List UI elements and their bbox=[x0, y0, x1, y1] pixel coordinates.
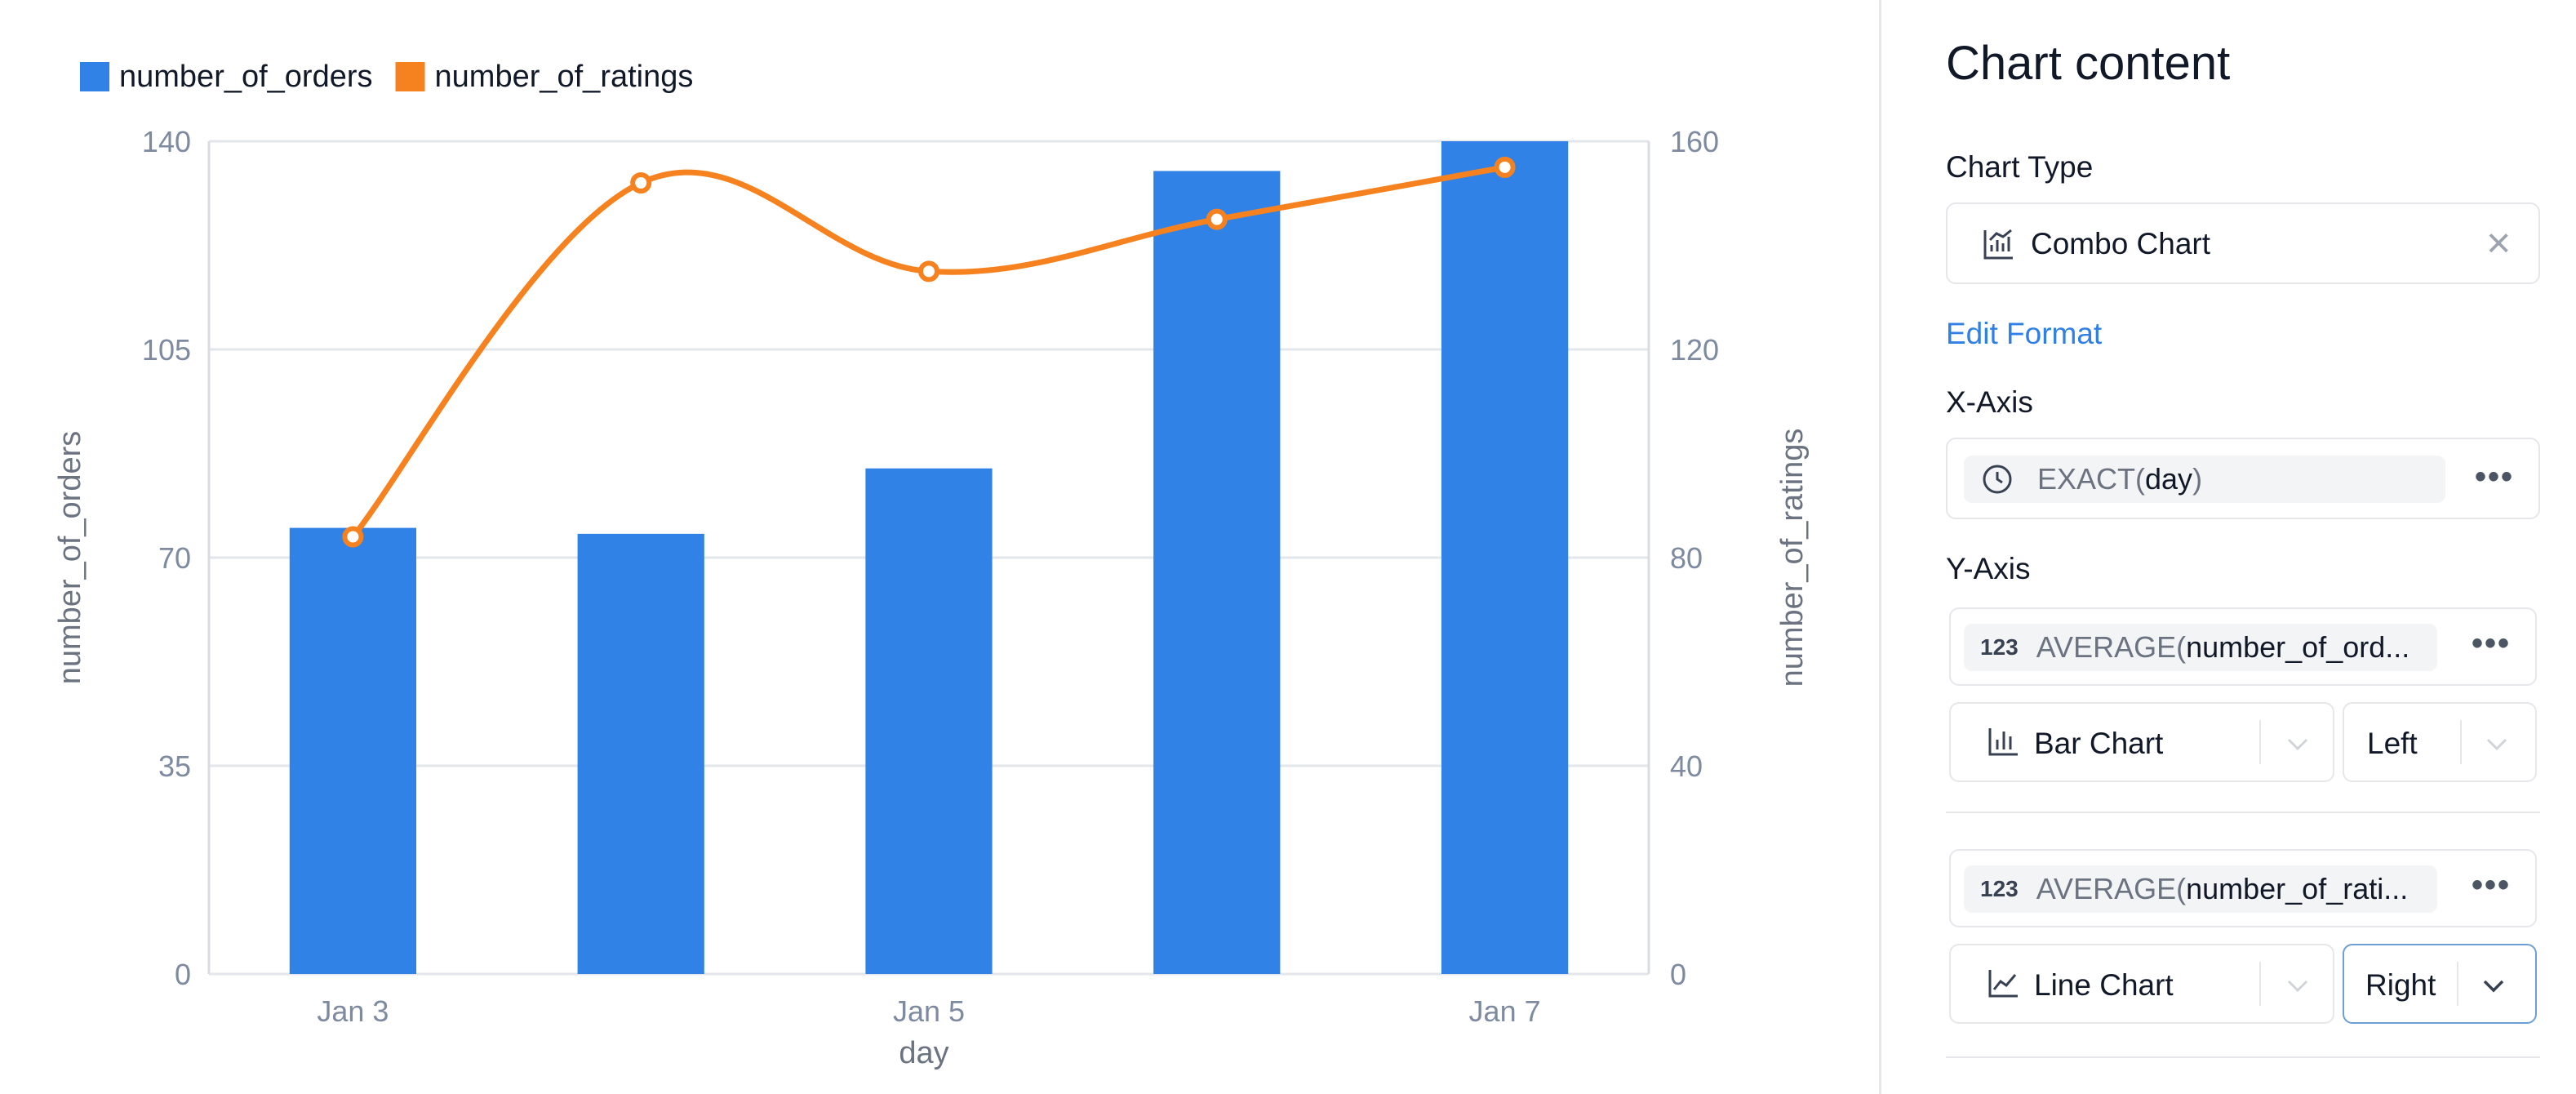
chevron-down-icon bbox=[2483, 730, 2511, 762]
y-left-tick-label: 140 bbox=[142, 125, 191, 158]
series-chart-type-select[interactable]: Bar Chart bbox=[1949, 702, 2334, 782]
x-axis-field-pill[interactable]: EXACT(day) bbox=[1964, 456, 2445, 503]
y-axis-func: AVERAGE( bbox=[2036, 872, 2187, 905]
y-right-tick-label: 40 bbox=[1670, 749, 1703, 783]
line-point bbox=[342, 526, 364, 548]
combo-chart-icon bbox=[1982, 227, 2016, 265]
bar bbox=[1153, 171, 1281, 974]
y-right-tick-label: 80 bbox=[1670, 541, 1703, 575]
y-right-axis-title: number_of_ratings bbox=[1775, 429, 1810, 687]
select-separator bbox=[2460, 720, 2462, 764]
x-axis-label: X-Axis bbox=[1946, 385, 2033, 419]
chart-area: 0 35 70 105 140 0 40 80 120 160 Jan 3 Jan 5 Jan 7 day… bbox=[53, 60, 1810, 1070]
x-axis-field: day bbox=[2145, 462, 2193, 496]
y-axis-field-pill[interactable]: 123 AVERAGE(number_of_ord... bbox=[1964, 624, 2437, 671]
series-axis-side-value: Right bbox=[2365, 968, 2436, 1002]
x-tick-label: Jan 5 bbox=[893, 994, 965, 1028]
line-point bbox=[1206, 208, 1228, 230]
series-axis-side-select[interactable]: Right bbox=[2343, 944, 2537, 1024]
number-type-icon: 123 bbox=[1980, 634, 2019, 660]
x-tick-label: Jan 3 bbox=[317, 994, 389, 1028]
y-left-tick-label: 35 bbox=[158, 749, 191, 783]
line-point bbox=[630, 172, 652, 193]
x-axis-func: EXACT( bbox=[2037, 462, 2146, 496]
y-left-axis-title: number_of_orders bbox=[53, 431, 87, 685]
x-axis-field-box: EXACT(day) ••• bbox=[1946, 438, 2540, 519]
y-right-tick-label: 120 bbox=[1670, 333, 1719, 367]
series-axis-side-select[interactable]: Left bbox=[2343, 702, 2537, 782]
bar bbox=[1441, 141, 1569, 974]
edit-format-link[interactable]: Edit Format bbox=[1946, 317, 2103, 350]
bar-chart-icon bbox=[1987, 725, 2019, 762]
y-axis-label: Y-Axis bbox=[1946, 552, 2031, 585]
panel-title: Chart content bbox=[1946, 37, 2231, 90]
clear-icon[interactable]: × bbox=[2486, 220, 2512, 267]
y-right-tick-label: 160 bbox=[1670, 125, 1719, 158]
select-separator bbox=[2259, 962, 2261, 1006]
chevron-down-icon bbox=[2284, 972, 2312, 1003]
y-axis-field-pill[interactable]: 123 AVERAGE(number_of_rati... bbox=[1964, 865, 2437, 913]
y-right-tick-label: 0 bbox=[1670, 958, 1686, 991]
chart-settings-panel: Chart content Chart Type Combo Chart × E… bbox=[1946, 0, 2542, 1094]
number-type-icon: 123 bbox=[1980, 876, 2019, 901]
x-axis-title: day bbox=[899, 1036, 948, 1070]
chart-type-select[interactable]: Combo Chart × bbox=[1946, 202, 2540, 284]
y-axis-field-box: 123 AVERAGE(number_of_ord... ••• bbox=[1949, 607, 2537, 686]
bar bbox=[865, 468, 993, 974]
chart-type-value: Combo Chart bbox=[2031, 227, 2211, 260]
section-divider bbox=[1946, 1056, 2540, 1058]
series-chart-type-select[interactable]: Line Chart bbox=[1949, 944, 2334, 1024]
select-separator bbox=[2457, 962, 2458, 1006]
legend-label: number_of_orders bbox=[119, 60, 373, 94]
combo-chart: 0 35 70 105 140 0 40 80 120 160 Jan 3 Jan 5 Jan 7 day… bbox=[53, 60, 1810, 1070]
y-axis-field: number_of_rati... bbox=[2186, 872, 2409, 905]
y-left-tick-label: 0 bbox=[175, 958, 191, 991]
y-axis-field: number_of_ord... bbox=[2186, 630, 2410, 664]
y-axis-field-box: 123 AVERAGE(number_of_rati... ••• bbox=[1949, 849, 2537, 927]
series-line bbox=[350, 164, 1506, 539]
bar bbox=[289, 527, 417, 974]
y-axis-func: AVERAGE( bbox=[2036, 630, 2187, 664]
clock-icon bbox=[1982, 464, 2013, 495]
series-chart-type-value: Bar Chart bbox=[2034, 727, 2164, 760]
y-axis-more-icon[interactable]: ••• bbox=[2472, 867, 2512, 903]
x-tick-label: Jan 7 bbox=[1469, 994, 1541, 1028]
chevron-down-icon bbox=[2284, 730, 2312, 762]
legend-swatch bbox=[395, 62, 425, 91]
series-axis-side-value: Left bbox=[2367, 727, 2418, 760]
select-separator bbox=[2259, 720, 2261, 764]
line-point bbox=[1494, 156, 1516, 178]
chart-type-label: Chart Type bbox=[1946, 150, 2094, 184]
chevron-down-icon bbox=[2480, 972, 2507, 1003]
series-chart-type-value: Line Chart bbox=[2034, 968, 2174, 1002]
x-axis-more-icon[interactable]: ••• bbox=[2475, 459, 2515, 495]
x-axis-close: ) bbox=[2192, 462, 2203, 496]
panel-divider bbox=[1879, 0, 1881, 1094]
bar bbox=[577, 533, 704, 974]
line-point bbox=[918, 260, 939, 282]
y-left-tick-label: 105 bbox=[142, 333, 191, 367]
section-divider bbox=[1946, 812, 2540, 813]
legend-swatch bbox=[80, 62, 109, 91]
line-chart-icon bbox=[1987, 967, 2019, 1003]
y-axis-more-icon[interactable]: ••• bbox=[2472, 625, 2512, 661]
y-left-tick-label: 70 bbox=[158, 541, 191, 575]
legend-label: number_of_ratings bbox=[435, 60, 694, 94]
